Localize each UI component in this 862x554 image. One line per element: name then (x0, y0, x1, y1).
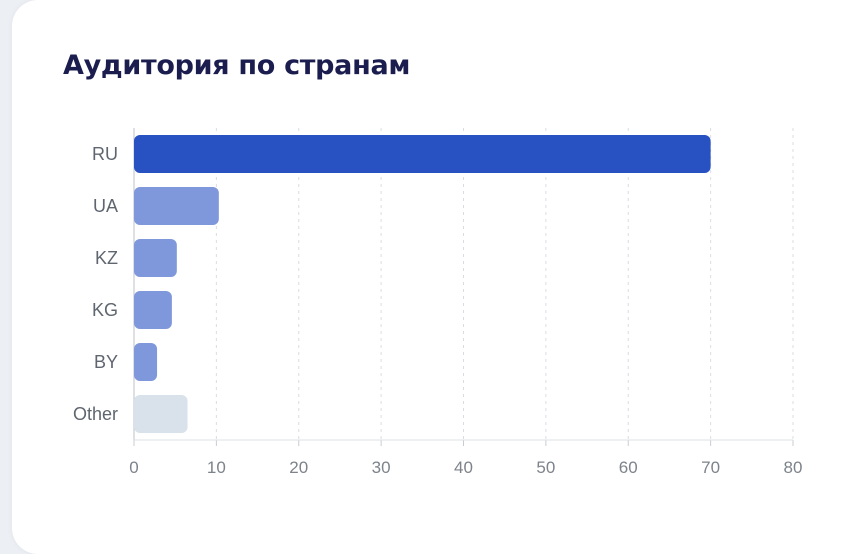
bars (134, 135, 711, 433)
x-tick-label-80: 80 (784, 458, 803, 477)
category-label-kz: KZ (95, 248, 118, 268)
x-tick-label-30: 30 (372, 458, 391, 477)
bar-by (134, 343, 158, 381)
category-label-other: Other (73, 404, 118, 424)
category-label-kg: KG (92, 300, 118, 320)
bar-ru (134, 135, 711, 173)
category-label-ru: RU (92, 144, 118, 164)
category-label-by: BY (94, 352, 118, 372)
bar-other (134, 395, 188, 433)
x-tick-label-10: 10 (207, 458, 226, 477)
x-tick-label-20: 20 (289, 458, 308, 477)
bar-kg (134, 291, 172, 329)
x-tick-label-70: 70 (701, 458, 720, 477)
chart-title: Аудитория по странам (63, 50, 411, 81)
category-labels: RU UA KZ KG BY Other (73, 144, 118, 424)
bar-kz (134, 239, 177, 277)
x-tick-labels: 0 10 20 30 40 50 60 70 80 (129, 458, 802, 477)
x-tick-label-60: 60 (619, 458, 638, 477)
x-tick-label-0: 0 (129, 458, 138, 477)
bar-ua (134, 187, 219, 225)
category-label-ua: UA (93, 196, 118, 216)
x-tick-label-50: 50 (536, 458, 555, 477)
x-tick-label-40: 40 (454, 458, 473, 477)
grid-lines (133, 128, 794, 446)
